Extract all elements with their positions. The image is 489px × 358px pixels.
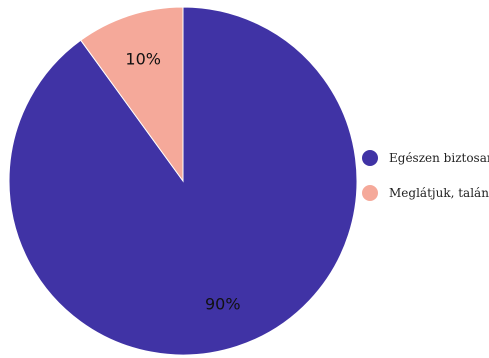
slice-value-label: 10% (125, 50, 161, 69)
legend-swatch (362, 150, 378, 166)
pie-slices (8, 6, 358, 356)
legend-item[interactable]: Egészen biztosan (362, 150, 489, 166)
legend-label: Egészen biztosan (389, 151, 489, 165)
legend-label: Meglátjuk, talán (389, 186, 489, 200)
slice-value-label: 90% (205, 294, 241, 313)
pie-slice-labels: 90% 10% (125, 50, 240, 314)
legend-item[interactable]: Meglátjuk, talán (362, 185, 489, 201)
legend: Egészen biztosan Meglátjuk, talán (362, 150, 489, 201)
pie-slice[interactable] (80, 6, 184, 183)
legend-swatch (362, 185, 378, 201)
